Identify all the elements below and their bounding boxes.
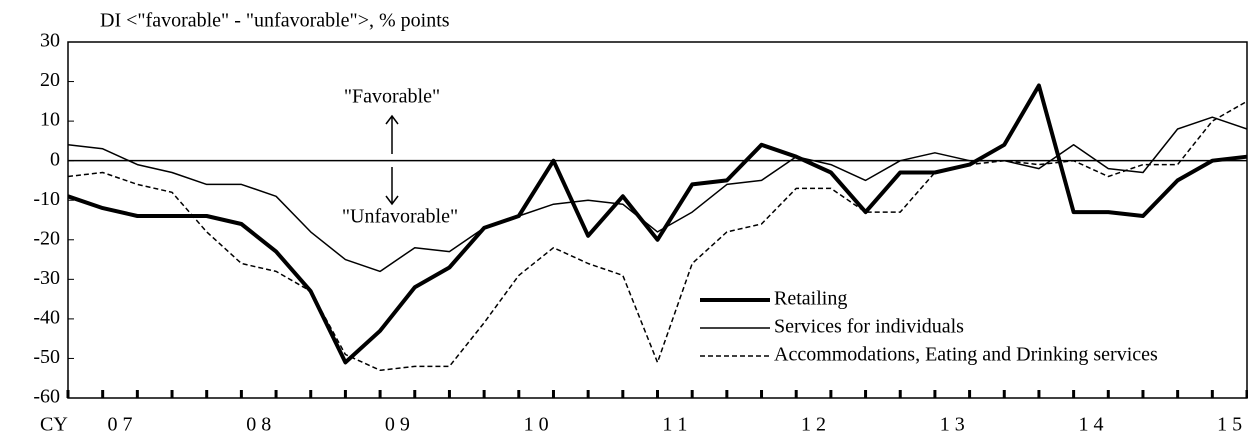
x-tick-label: 1 4 [1078, 414, 1103, 436]
y-tick-label: -60 [33, 386, 60, 408]
y-tick-label: -20 [33, 227, 60, 249]
legend-label: Retailing [774, 288, 847, 310]
y-tick-label: 20 [40, 69, 60, 91]
x-tick-label: 1 3 [940, 414, 965, 436]
legend-label: Services for individuals [774, 316, 964, 338]
x-axis-label: CY [40, 414, 68, 436]
x-tick-label: 1 2 [801, 414, 826, 436]
x-tick-label: 0 7 [108, 414, 133, 436]
series-line [67, 83, 1248, 365]
y-tick-label: -50 [33, 346, 60, 368]
series-line [67, 116, 1248, 273]
y-tick-label: -10 [33, 188, 60, 210]
y-tick-label: -30 [33, 267, 60, 289]
annotation: "Unfavorable" [342, 206, 458, 228]
arrow-up [385, 114, 399, 154]
y-tick-label: 0 [50, 148, 60, 170]
x-tick-label: 1 5 [1217, 414, 1242, 436]
y-tick-label: -40 [33, 306, 60, 328]
x-tick-label: 0 9 [385, 414, 410, 436]
y-tick-label: 30 [40, 30, 60, 52]
arrow-down [385, 167, 399, 206]
annotation: "Favorable" [344, 86, 440, 108]
y-tick-label: 10 [40, 109, 60, 131]
x-tick-label: 0 8 [246, 414, 271, 436]
series-line [67, 100, 1248, 372]
x-tick-label: 1 1 [662, 414, 687, 436]
x-tick-label: 1 0 [524, 414, 549, 436]
y-axis-label: DI <"favorable" - "unfavorable">, % poin… [100, 10, 450, 32]
legend-label: Accommodations, Eating and Drinking serv… [774, 344, 1158, 366]
